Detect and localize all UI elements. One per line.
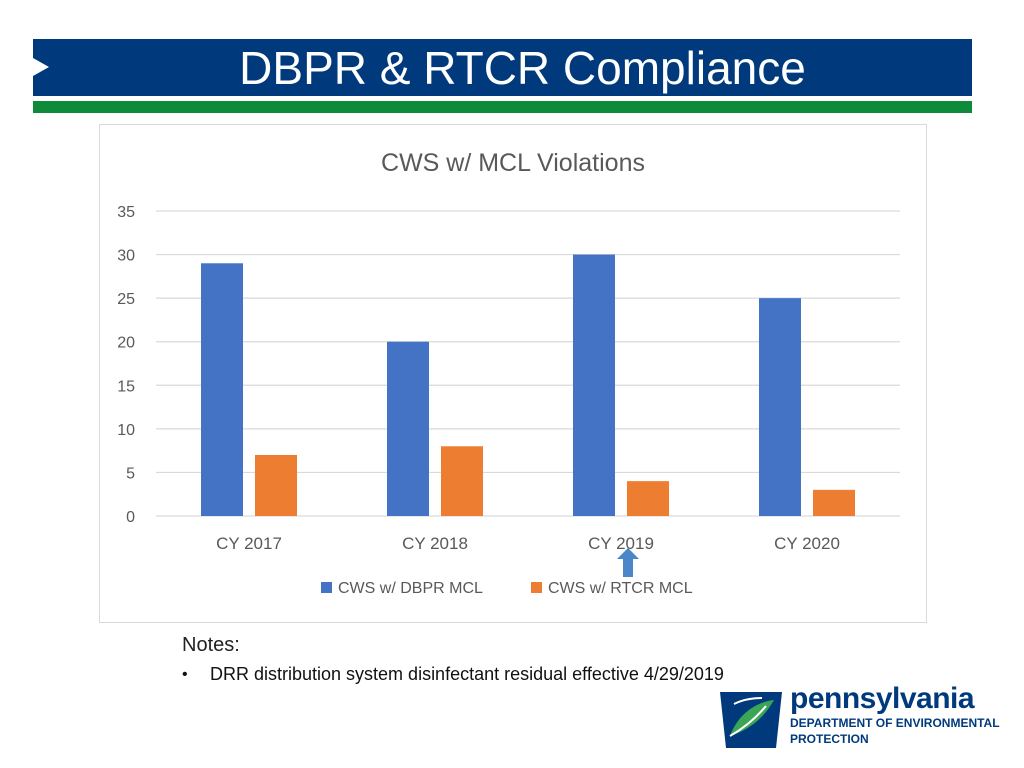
logo-wordmark: pennsylvania bbox=[790, 682, 975, 715]
chart-frame: CWS w/ MCL Violations 0 5 10 15 20 25 30 35 CY 20… bbox=[99, 124, 927, 623]
x-tick-label: CY 2017 bbox=[216, 534, 282, 553]
keystone-leaf-icon bbox=[720, 692, 782, 748]
title-bar: DBPR & RTCR Compliance bbox=[33, 39, 972, 96]
pa-dep-logo: pennsylvania DEPARTMENT OF ENVIRONMENTAL… bbox=[716, 682, 1016, 756]
y-tick-label: 0 bbox=[126, 509, 135, 526]
legend-label: CWS w/ DBPR MCL bbox=[338, 580, 483, 597]
y-tick-label: 15 bbox=[117, 378, 135, 395]
annotation-arrow-icon bbox=[617, 548, 639, 577]
logo-subtitle-line2: PROTECTION bbox=[790, 732, 869, 746]
notes-item: • DRR distribution system disinfectant r… bbox=[182, 664, 724, 685]
bar-rtcr bbox=[813, 489, 855, 516]
y-tick-label: 35 bbox=[117, 204, 135, 221]
y-tick-label: 5 bbox=[126, 465, 135, 482]
chart-title: CWS w/ MCL Violations bbox=[381, 149, 645, 177]
x-tick-label: CY 2020 bbox=[774, 534, 840, 553]
y-tick-label: 10 bbox=[117, 422, 135, 439]
bar-rtcr bbox=[441, 446, 483, 516]
bar-dbpr bbox=[573, 254, 615, 517]
green-accent-bar bbox=[33, 101, 972, 113]
y-tick-label: 20 bbox=[117, 335, 135, 352]
legend-swatch bbox=[321, 582, 332, 593]
bullet-icon: • bbox=[182, 665, 188, 683]
bar-dbpr bbox=[387, 341, 429, 516]
bar-dbpr bbox=[201, 263, 243, 516]
notes-item-text: DRR distribution system disinfectant res… bbox=[210, 664, 724, 684]
bar-rtcr bbox=[627, 481, 669, 516]
logo-subtitle-line1: DEPARTMENT OF ENVIRONMENTAL bbox=[790, 716, 1000, 730]
title-arrow-icon bbox=[33, 58, 49, 76]
bar-chart: CWS w/ MCL Violations 0 5 10 15 20 25 30 35 CY 20… bbox=[117, 149, 900, 597]
x-tick-label: CY 2019 bbox=[588, 534, 654, 553]
legend-swatch bbox=[531, 582, 542, 593]
x-tick-label: CY 2018 bbox=[402, 534, 468, 553]
bar-rtcr bbox=[255, 455, 297, 516]
slide-title: DBPR & RTCR Compliance bbox=[239, 42, 806, 94]
notes-title: Notes: bbox=[182, 634, 240, 656]
y-tick-label: 25 bbox=[117, 291, 135, 308]
bar-dbpr bbox=[759, 298, 801, 516]
y-tick-label: 30 bbox=[117, 248, 135, 265]
legend-label: CWS w/ RTCR MCL bbox=[548, 580, 693, 597]
